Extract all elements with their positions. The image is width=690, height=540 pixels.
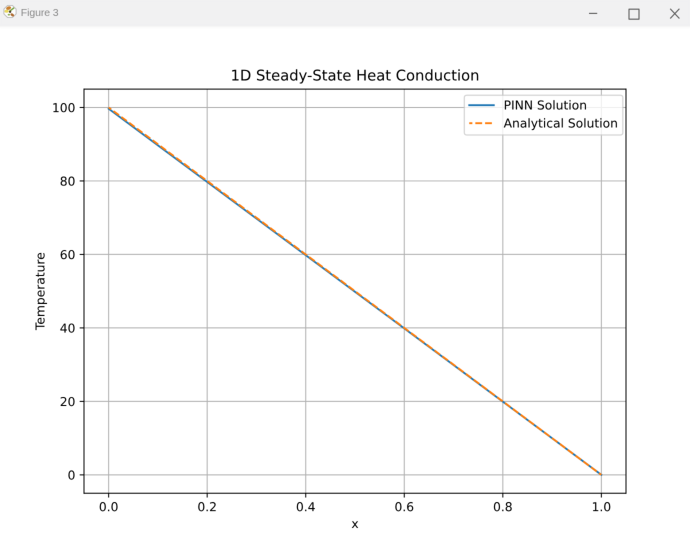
svg-text:Figure 3: Figure 3 [21,7,59,19]
